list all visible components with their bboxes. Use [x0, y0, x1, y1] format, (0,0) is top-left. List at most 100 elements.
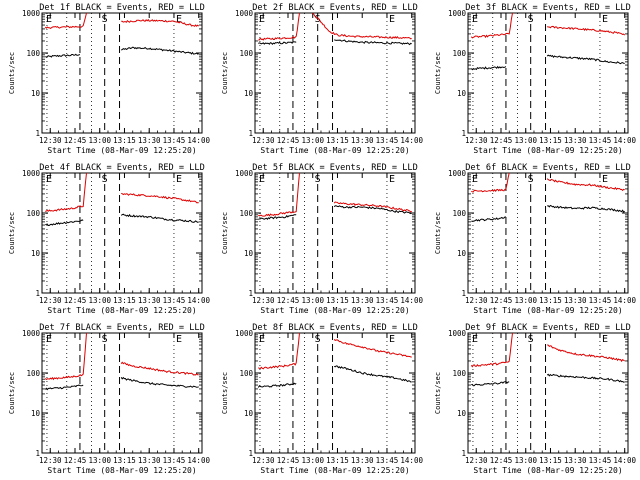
events-series-line	[45, 53, 81, 58]
x-axis-label: Start Time (08-Mar-09 12:25:20)	[473, 146, 622, 155]
annotation-label: S	[315, 334, 321, 345]
x-tick-label: 12:45	[64, 296, 87, 305]
x-tick-label: 13:30	[351, 456, 374, 465]
y-tick-label: 100	[26, 209, 40, 218]
x-tick-label: 13:30	[351, 296, 374, 305]
events-series-line	[334, 39, 412, 46]
x-tick-label: 12:30	[465, 456, 488, 465]
y-tick-label: 100	[239, 49, 253, 58]
y-tick-label: 1	[248, 289, 253, 298]
annotation-label: E	[602, 14, 608, 25]
y-tick-label: 10	[457, 409, 467, 418]
x-tick-label: 13:15	[539, 296, 562, 305]
plot-frame	[254, 332, 416, 454]
lld-series-line	[470, 333, 513, 368]
x-tick-label: 13:00	[514, 136, 537, 145]
lld-series-line	[258, 173, 300, 217]
y-tick-label: 1000	[22, 9, 41, 18]
x-tick-label: 13:45	[589, 136, 612, 145]
x-tick-label: 13:15	[113, 456, 136, 465]
annotation-label: E	[602, 334, 608, 345]
annotation-label: S	[102, 14, 108, 25]
lld-series-line	[547, 25, 626, 36]
plot-frame	[41, 12, 203, 134]
chart-title: Det 3f BLACK = Events, RED = LLD	[465, 3, 631, 13]
x-tick-label: 13:15	[113, 136, 136, 145]
x-tick-label: 13:30	[138, 456, 161, 465]
x-tick-label: 13:00	[301, 296, 324, 305]
events-series-line	[258, 41, 297, 45]
y-tick-label: 10	[457, 249, 467, 258]
y-tick-label: 1000	[235, 329, 254, 338]
series-group	[258, 13, 412, 46]
x-tick-label: 13:45	[163, 456, 186, 465]
plot-frame	[41, 172, 203, 294]
x-tick-label: 14:00	[187, 136, 210, 145]
events-series-line	[470, 65, 507, 71]
annotation-label: E	[259, 14, 265, 25]
x-tick-label: 12:45	[490, 136, 513, 145]
events-series-line	[120, 376, 199, 388]
x-axis-label: Start Time (08-Mar-09 12:25:20)	[47, 466, 196, 475]
y-tick-label: 10	[244, 409, 254, 418]
series-group	[471, 173, 625, 222]
events-series-line	[44, 384, 84, 391]
chart-title: Det 6f BLACK = Events, RED = LLD	[465, 163, 631, 173]
x-tick-label: 13:15	[326, 136, 349, 145]
x-axis-label: Start Time (08-Mar-09 12:25:20)	[260, 306, 409, 315]
events-series-line	[546, 373, 625, 383]
annotation-label: E	[176, 14, 182, 25]
events-series-line	[333, 205, 412, 215]
x-tick-label: 13:00	[88, 456, 111, 465]
lld-series-line	[312, 13, 412, 40]
annotation-label: S	[315, 174, 321, 185]
chart-title: Det 2f BLACK = Events, RED = LLD	[252, 3, 418, 13]
y-tick-label: 1	[35, 289, 40, 298]
y-tick-label: 100	[26, 369, 40, 378]
y-tick-label: 1000	[448, 169, 467, 178]
y-tick-label: 1000	[235, 9, 254, 18]
chart-panel: Det 8f BLACK = Events, RED = LLD Counts/s…	[221, 323, 423, 475]
x-tick-label: 13:30	[564, 296, 587, 305]
y-tick-label: 1	[461, 289, 466, 298]
series-group	[470, 333, 625, 387]
x-tick-label: 13:15	[113, 296, 136, 305]
annotation-label: E	[389, 174, 395, 185]
events-series-line	[471, 381, 510, 387]
x-axis-label: Start Time (08-Mar-09 12:25:20)	[47, 146, 196, 155]
x-tick-label: 14:00	[187, 456, 210, 465]
x-tick-label: 13:30	[138, 296, 161, 305]
x-tick-label: 12:45	[490, 456, 513, 465]
chart-title: Det 5f BLACK = Events, RED = LLD	[252, 163, 418, 173]
events-series-line	[45, 219, 84, 227]
y-tick-label: 1	[248, 449, 253, 458]
annotation-label: S	[528, 174, 534, 185]
x-tick-label: 13:30	[564, 136, 587, 145]
y-axis-label: Counts/sec	[8, 372, 16, 414]
events-series-line	[546, 54, 625, 65]
x-tick-label: 12:45	[277, 296, 300, 305]
annotation-label: E	[46, 174, 52, 185]
lld-series-line	[121, 18, 200, 27]
annotation-label: E	[472, 334, 478, 345]
y-tick-label: 1	[35, 129, 40, 138]
annotation-label: E	[389, 14, 395, 25]
events-series-line	[120, 46, 199, 55]
x-tick-label: 14:00	[400, 456, 423, 465]
y-axis-label: Counts/sec	[221, 212, 229, 254]
x-axis-label: Start Time (08-Mar-09 12:25:20)	[260, 146, 409, 155]
lld-series-line	[546, 178, 625, 192]
chart-title: Det 9f BLACK = Events, RED = LLD	[465, 323, 631, 333]
series-group	[470, 13, 626, 71]
chart-panel: Det 3f BLACK = Events, RED = LLD Counts/s…	[434, 3, 636, 155]
y-tick-label: 1	[461, 129, 466, 138]
y-tick-label: 10	[31, 249, 41, 258]
series-group	[258, 173, 412, 220]
series-group	[44, 333, 199, 391]
y-tick-label: 10	[31, 409, 41, 418]
plot-frame	[467, 172, 629, 294]
annotation-label: S	[528, 334, 534, 345]
x-tick-label: 13:45	[589, 296, 612, 305]
x-tick-label: 12:30	[252, 456, 275, 465]
lld-series-line	[121, 192, 199, 204]
